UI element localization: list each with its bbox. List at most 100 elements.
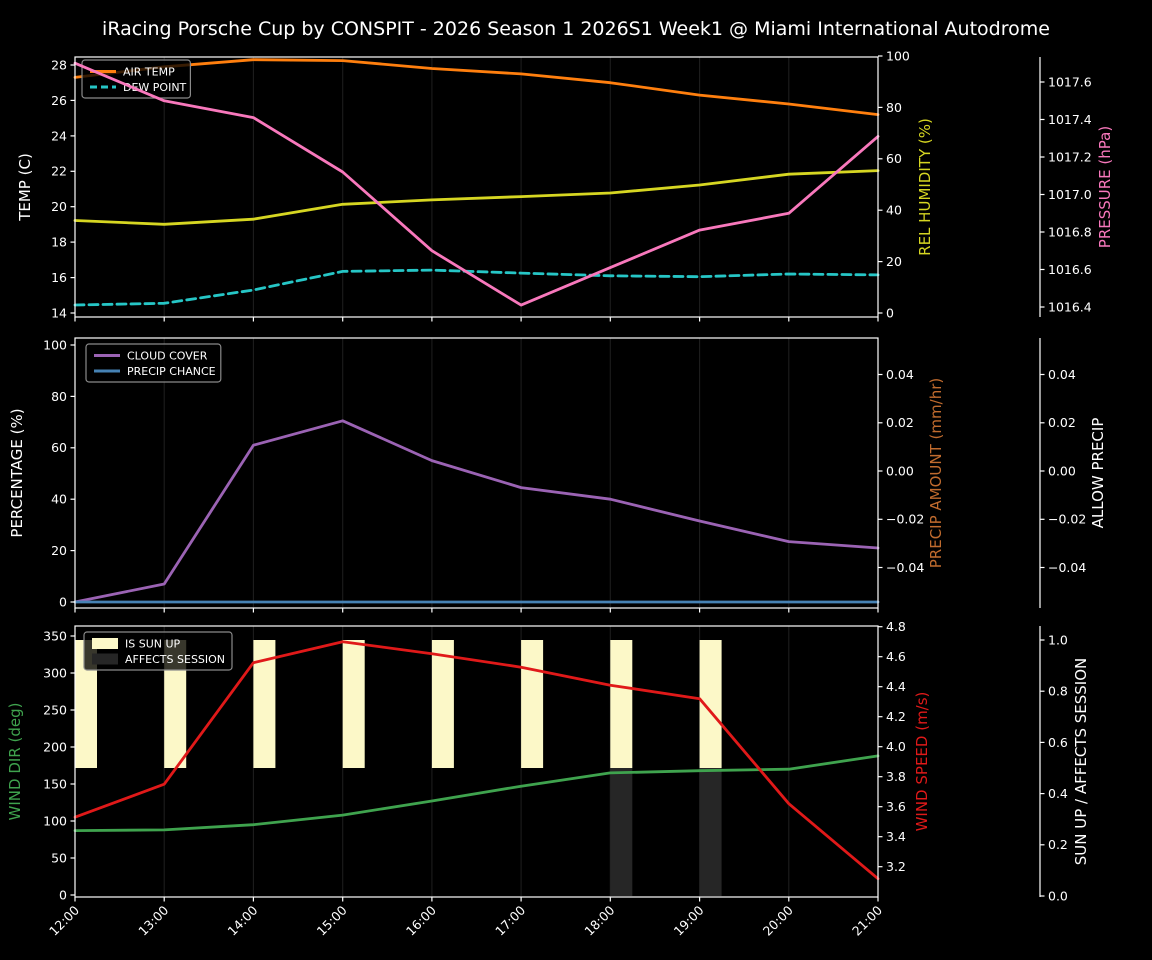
wind-speed-line [73, 640, 880, 881]
is-sun-up-bar [521, 640, 544, 768]
right1-tick-label: 0 [886, 305, 894, 320]
right2-tick-label: 1017.6 [1048, 74, 1092, 89]
right1-tick-label: 4.0 [886, 739, 906, 754]
x-tick-label: 12:00 [46, 902, 82, 938]
right1-tick-label: 0.04 [886, 367, 914, 382]
figure-title: iRacing Porsche Cup by CONSPIT - 2026 Se… [102, 18, 1050, 40]
left-tick-label: 28 [51, 57, 67, 72]
left-tick-label: 0 [59, 594, 67, 609]
axis-label-pressure-hpa: PRESSURE (hPa) [1096, 126, 1114, 248]
right1-tick-label: 3.4 [886, 829, 906, 844]
left-tick-label: 150 [43, 776, 67, 791]
left-tick-label: 0 [59, 887, 67, 902]
tick-labels: 14 16 18 20 22 24 26 28 0 20 40 60 80 100 1016.4 1016.6… [51, 48, 1092, 322]
left-tick-label: 16 [51, 270, 67, 285]
dew-point-line [73, 268, 880, 307]
left-tick-label: 20 [51, 543, 67, 558]
right2-tick-label: 0.6 [1048, 735, 1068, 750]
cloud-cover-legend-label: CLOUD COVER [127, 349, 208, 362]
legend-box [81, 59, 192, 99]
pressure-line [73, 61, 880, 307]
is-sun-up-bars [75, 640, 722, 768]
precip-chance-legend-label: PRECIP CHANCE [127, 365, 216, 378]
right1-tick-label: 3.8 [886, 769, 906, 784]
is-sun-up-legend-swatch [92, 638, 118, 649]
axis-label-rel-humidity: REL HUMIDITY (%) [916, 118, 934, 256]
right1-tick-label: 4.4 [886, 679, 906, 694]
is-sun-up-bar [253, 640, 276, 768]
right1-tick-label: 0.02 [886, 415, 914, 430]
is-sun-up-legend-label: IS SUN UP [125, 637, 181, 650]
x-tick-label: 17:00 [492, 902, 528, 938]
is-sun-up-bar [164, 640, 187, 768]
subplot-3: IS SUN UP AFFECTS SESSION 0 50 100 150 200 250 3… [6, 619, 1090, 939]
left-tick-label: 22 [51, 164, 67, 179]
legend-box [83, 631, 233, 671]
tick-labels: 0 20 40 60 80 100 0.04 0.02 0.00 −0.02 −0.04 0.04 0.… [43, 337, 1086, 613]
subplot-2: CLOUD COVER PRECIP CHANCE 0 20 40 60 80 100 0.04… [8, 337, 1107, 613]
right2-tick-label: 0.00 [1048, 463, 1076, 478]
x-tick-label: 21:00 [849, 902, 885, 938]
right2-tick-label: −0.04 [1048, 560, 1086, 575]
left-tick-label: 24 [51, 128, 67, 143]
is-sun-up-bar [610, 640, 633, 768]
precip-chance-legend-item: PRECIP CHANCE [94, 365, 216, 378]
is-sun-up-legend-item: IS SUN UP [92, 637, 181, 650]
affects-session-legend-swatch [92, 653, 118, 665]
right2-tick-label: 1017.0 [1048, 187, 1092, 202]
right1-tick-label: 4.6 [886, 649, 906, 664]
left-tick-label: 26 [51, 93, 67, 108]
affects-session-bar [699, 768, 722, 896]
is-sun-up-bar [342, 640, 365, 768]
plot-border [74, 56, 879, 318]
cloud-cover-line [73, 419, 880, 604]
right1-tick-label: 100 [886, 48, 910, 63]
is-sun-up-bar [75, 640, 97, 768]
x-tick-label: 14:00 [224, 902, 260, 938]
right2-tick-label: 1016.8 [1048, 224, 1092, 239]
left-tick-label: 300 [43, 665, 67, 680]
left-tick-label: 100 [43, 813, 67, 828]
air-temp-legend-label: AIR TEMP [123, 65, 175, 78]
axis-label-wind-dir-deg: WIND DIR (deg) [6, 703, 24, 821]
left-tick-label: 18 [51, 234, 67, 249]
right2-tick-label: 1.0 [1048, 632, 1068, 647]
right1-tick-label: 4.8 [886, 619, 906, 634]
axis-label-allow-precip: ALLOW PRECIP [1089, 418, 1107, 529]
affects-session-bars [610, 768, 722, 896]
right1-tick-label: 4.2 [886, 709, 906, 724]
axis-label-temp-c: TEMP (C) [16, 153, 34, 222]
right1-tick-label: 0.00 [886, 463, 914, 478]
left-tick-label: 40 [51, 492, 67, 507]
affects-session-legend-label: AFFECTS SESSION [125, 653, 225, 666]
right1-tick-label: 3.6 [886, 799, 906, 814]
right2-tick-label: 0.2 [1048, 837, 1068, 852]
right1-tick-label: 60 [886, 151, 902, 166]
right1-tick-label: −0.04 [886, 560, 924, 575]
right1-tick-label: 3.2 [886, 859, 906, 874]
right1-tick-label: 80 [886, 100, 902, 115]
left-tick-label: 250 [43, 702, 67, 717]
is-sun-up-bar [699, 640, 722, 768]
cloud-cover-legend-item: CLOUD COVER [94, 349, 208, 362]
affects-session-bar [610, 768, 633, 896]
rel-humidity-line [73, 169, 880, 226]
axis-label-precip-amount-mm-hr: PRECIP AMOUNT (mm/hr) [927, 378, 945, 568]
x-tick-label: 18:00 [581, 902, 617, 938]
x-tick-label: 19:00 [671, 902, 707, 938]
right2-tick-label: 0.0 [1048, 888, 1068, 903]
air-temp-line [73, 58, 880, 116]
right1-tick-label: 40 [886, 203, 902, 218]
legend-subplot-2: CLOUD COVER PRECIP CHANCE [85, 343, 222, 383]
left-tick-label: 350 [43, 628, 67, 643]
left-tick-label: 14 [51, 305, 67, 320]
left-tick-label: 80 [51, 389, 67, 404]
x-tick-label: 16:00 [403, 902, 439, 938]
left-tick-label: 50 [51, 850, 67, 865]
x-tick-label: 13:00 [135, 902, 171, 938]
right1-tick-label: −0.02 [886, 512, 924, 527]
